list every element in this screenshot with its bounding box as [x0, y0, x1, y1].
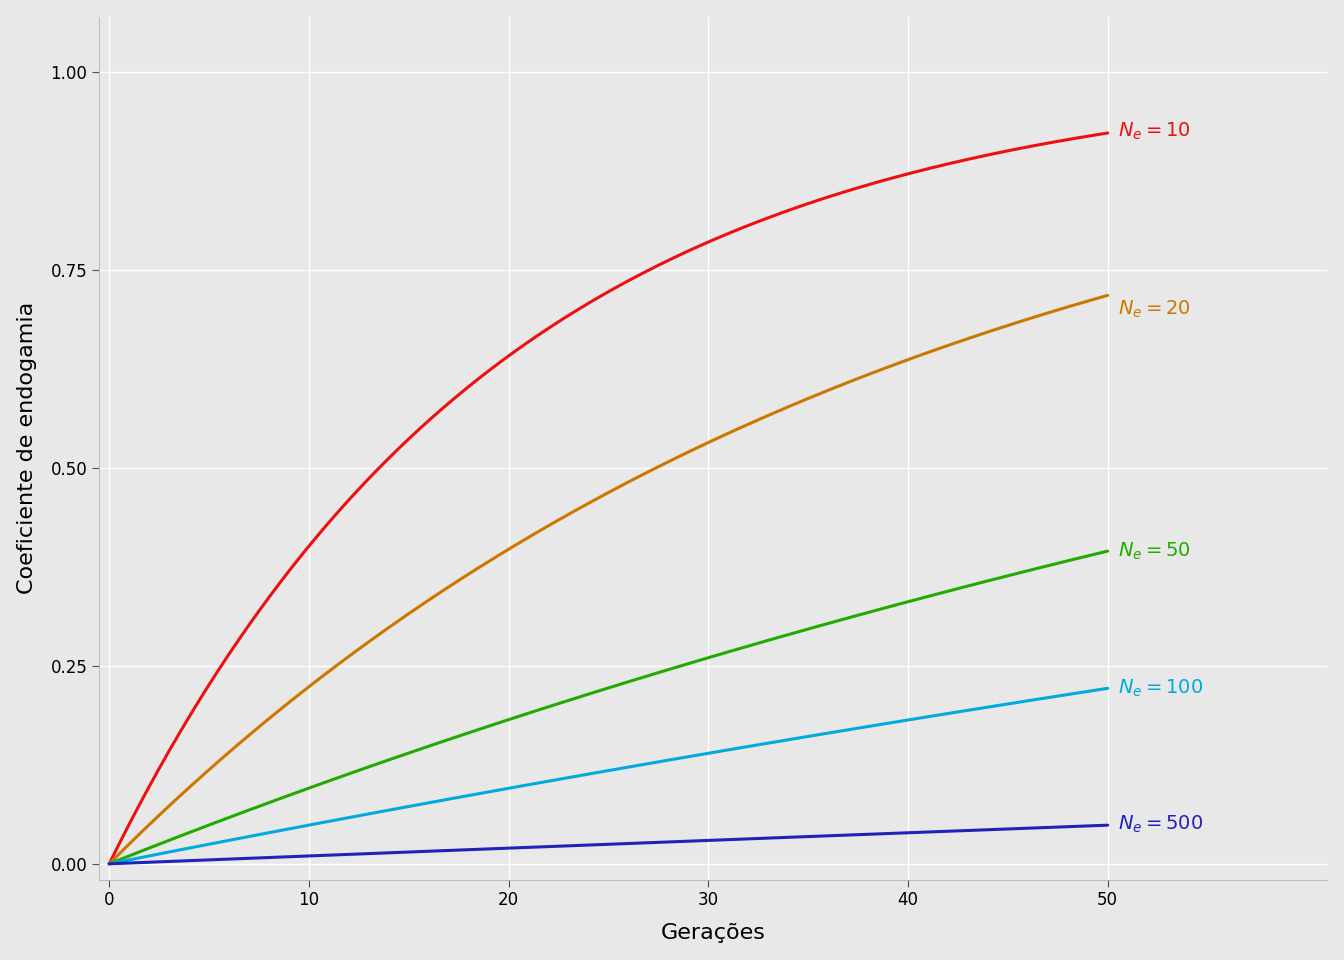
Text: $N_e = $100: $N_e = $100: [1118, 678, 1203, 699]
Text: $N_e = $50: $N_e = $50: [1118, 540, 1191, 562]
Text: $N_e = $20: $N_e = $20: [1118, 299, 1191, 321]
Y-axis label: Coeficiente de endogamia: Coeficiente de endogamia: [16, 302, 36, 594]
Text: $N_e = $10: $N_e = $10: [1118, 121, 1191, 142]
X-axis label: Gerações: Gerações: [661, 924, 766, 944]
Text: $N_e = $500: $N_e = $500: [1118, 813, 1203, 835]
